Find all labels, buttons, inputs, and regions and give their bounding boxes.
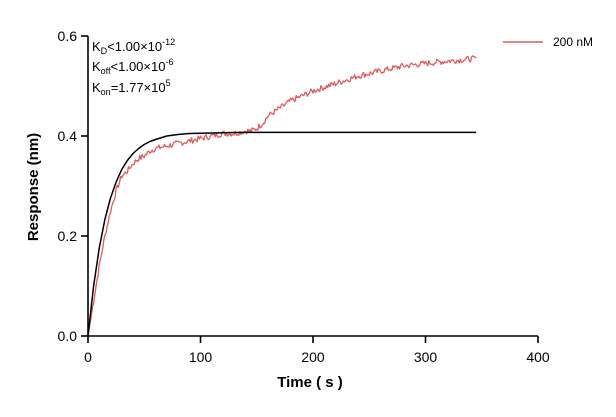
x-tick-label-4: 400 — [526, 349, 550, 365]
annotation-koff: Koff<1.00×10-6 — [92, 57, 173, 76]
y-tick-label-1: 0.2 — [58, 228, 78, 244]
legend-label-200nm: 200 nM — [553, 35, 593, 49]
axes-layer: 0.0 0.2 0.4 0.6 0 100 200 300 400 — [58, 28, 550, 365]
x-tick-label-2: 200 — [301, 349, 325, 365]
y-tick-label-2: 0.4 — [58, 128, 78, 144]
series-line-200nm — [87, 55, 477, 337]
x-tick-label-3: 300 — [414, 349, 438, 365]
y-axis-title: Response (nm) — [25, 133, 42, 241]
x-tick-label-0: 0 — [84, 349, 92, 365]
series-line-fit — [87, 131, 477, 337]
x-axis-title: Time ( s ) — [277, 374, 343, 391]
series-layer — [87, 55, 477, 337]
annotation-kd: KD<1.00×10-12 — [92, 37, 175, 56]
x-tick-label-1: 100 — [189, 349, 213, 365]
y-tick-label-0: 0.0 — [58, 328, 78, 344]
y-tick-label-3: 0.6 — [58, 28, 78, 44]
legend: 200 nM — [503, 35, 593, 49]
annotation-layer: KD<1.00×10-12 Koff<1.00×10-6 Kon=1.77×10… — [92, 37, 175, 97]
annotation-kon: Kon=1.77×105 — [92, 78, 171, 97]
